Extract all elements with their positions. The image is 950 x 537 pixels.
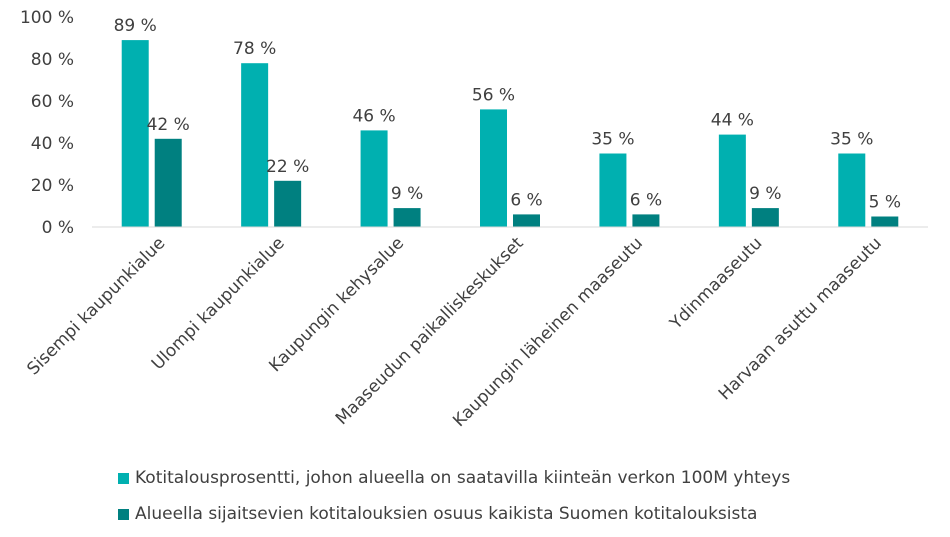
data-label-series-2-5: 9 % [749,184,781,204]
y-tick-label: 80 % [31,50,74,70]
legend-label-series-2: Alueella sijaitsevien kotitalouksien osu… [135,504,758,524]
bar-series-2-3 [513,214,540,227]
data-label-series-2-6: 5 % [869,193,901,213]
y-tick-label: 20 % [31,176,74,196]
data-label-series-2-3: 6 % [510,190,542,210]
y-tick-label: 0 % [42,218,74,238]
legend-swatch-series-2 [118,508,129,520]
bar-series-1-5 [718,134,746,227]
bar-series-2-5 [751,208,779,227]
category-label-0: Sisempi kaupunkialue [23,233,169,379]
data-label-series-1-4: 35 % [591,130,634,150]
bar-series-1-4 [599,153,627,227]
legend: Kotitalousprosentti, johon alueella on s… [118,460,790,532]
category-label-3: Maaseudun paikalliskeskukset [332,233,528,429]
data-label-series-2-4: 6 % [630,190,662,210]
bar-series-1-0 [121,40,149,227]
bar-series-2-0 [154,138,182,227]
data-label-series-1-6: 35 % [830,130,873,150]
data-label-series-2-1: 22 % [266,157,309,177]
bar-series-1-2 [360,130,388,227]
data-label-series-1-2: 46 % [352,106,395,126]
y-tick-label: 40 % [31,134,74,154]
data-label-series-1-5: 44 % [711,111,754,131]
bar-series-2-4 [632,214,660,227]
data-label-series-1-1: 78 % [233,39,276,59]
bars [121,40,899,228]
y-axis: 0 % 20 % 40 % 60 % 80 % 100 % [20,8,74,238]
bar-series-2-6 [871,216,899,227]
bar-series-1-3 [480,109,507,227]
category-label-1: Ulompi kaupunkialue [148,233,289,374]
category-label-5: Ydinmaaseutu [666,233,767,334]
data-label-series-1-3: 56 % [472,85,515,105]
data-label-series-2-0: 42 % [147,115,190,135]
category-label-4: Kaupungin läheinen maaseutu [449,233,647,431]
y-tick-label: 100 % [20,8,74,28]
legend-swatch-series-1 [118,472,129,484]
legend-item-series-1: Kotitalousprosentti, johon alueella on s… [118,460,790,496]
data-label-series-1-0: 89 % [114,16,157,36]
legend-label-series-1: Kotitalousprosentti, johon alueella on s… [135,468,791,488]
legend-item-series-2: Alueella sijaitsevien kotitalouksien osu… [118,496,790,532]
bar-series-1-6 [838,153,866,227]
data-labels: 89 % 78 % 46 % 56 % 35 % 44 % 35 % 42 % 22 % 9 % 6… [114,16,901,212]
bar-series-2-2 [393,208,421,227]
y-tick-label: 60 % [31,92,74,112]
category-label-2: Kaupungin kehysalue [265,233,408,376]
data-label-series-2-2: 9 % [391,184,423,204]
bar-series-1-1 [241,63,269,228]
bar-series-2-1 [274,180,302,227]
